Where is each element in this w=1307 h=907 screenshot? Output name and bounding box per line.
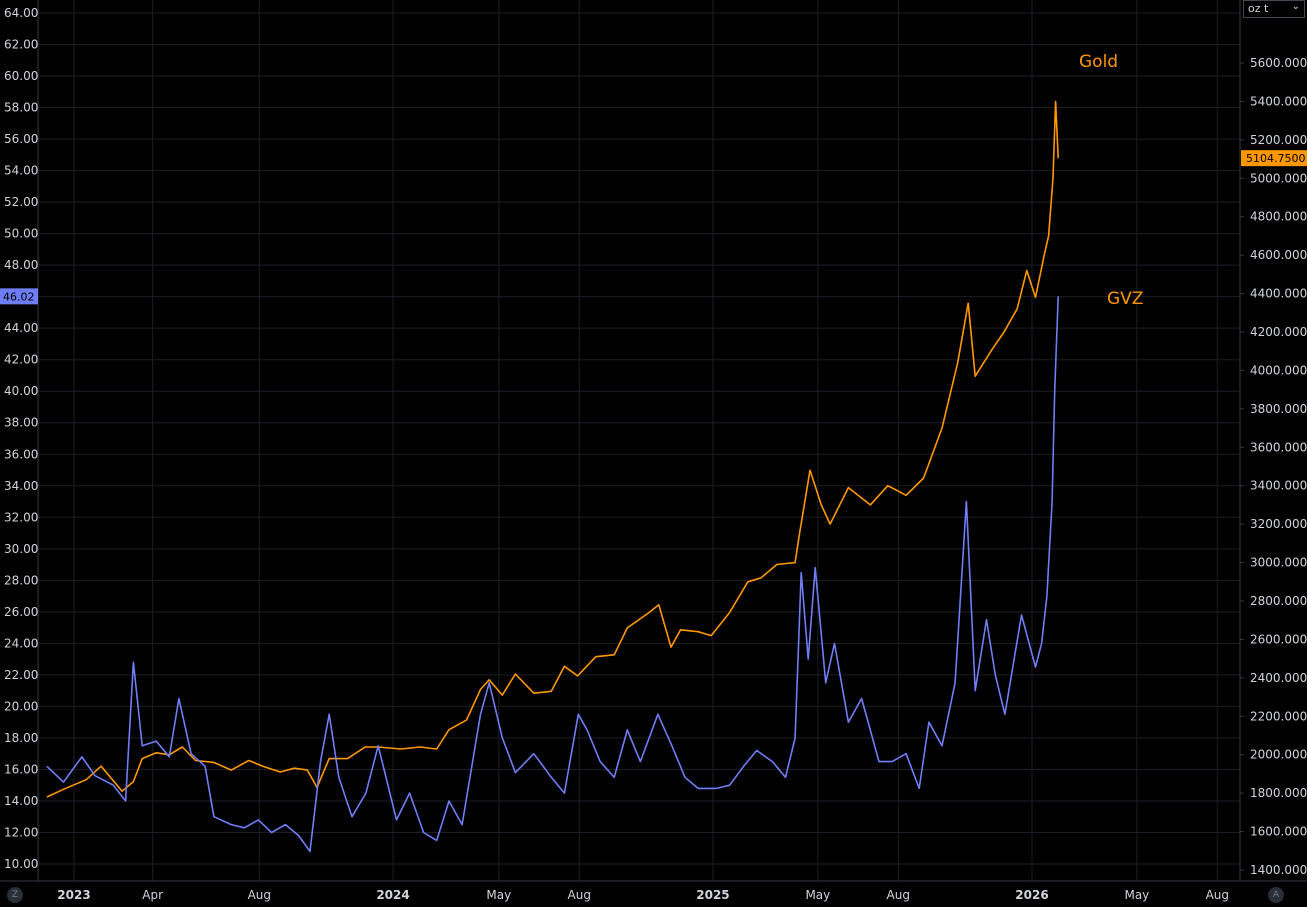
time-tick-label: 2025 — [696, 888, 729, 902]
left-tick-label: 28.00 — [4, 573, 38, 587]
left-tick-label: 16.00 — [4, 762, 38, 776]
right-tick-label: 2200.0000 — [1250, 709, 1307, 723]
chevron-down-icon: ⌄ — [1291, 1, 1300, 12]
left-tick-label: 24.00 — [4, 636, 38, 650]
time-tick-label: Aug — [248, 888, 271, 902]
left-tick-label: 34.00 — [4, 479, 38, 493]
time-tick-label: May — [486, 888, 511, 902]
time-tick-label: Aug — [887, 888, 910, 902]
left-tick-label: 60.00 — [4, 69, 38, 83]
time-tick-label: Aug — [568, 888, 591, 902]
left-tick-label: 14.00 — [4, 794, 38, 808]
right-tick-label: 3200.0000 — [1250, 517, 1307, 531]
left-tick-label: 56.00 — [4, 132, 38, 146]
left-tick-label: 64.00 — [4, 6, 38, 20]
timezone-button[interactable]: Z — [7, 887, 23, 903]
left-tick-label: 54.00 — [4, 164, 38, 178]
time-tick-label: 2023 — [57, 888, 90, 902]
time-tick-label: 2024 — [376, 888, 409, 902]
unit-selector-label: oz t — [1248, 2, 1269, 15]
right-tick-label: 5400.0000 — [1250, 94, 1307, 108]
right-tick-label: 5600.0000 — [1250, 56, 1307, 70]
right-tick-label: 4800.0000 — [1250, 210, 1307, 224]
left-tick-label: 40.00 — [4, 384, 38, 398]
time-tick-label: Apr — [142, 888, 163, 902]
left-tick-label: 20.00 — [4, 699, 38, 713]
unit-selector[interactable]: oz t ⌄ — [1243, 0, 1305, 18]
right-tick-label: 2800.0000 — [1250, 594, 1307, 608]
right-tick-label: 3600.0000 — [1250, 440, 1307, 454]
right-tick-label: 4400.0000 — [1250, 287, 1307, 301]
right-tick-label: 3400.0000 — [1250, 479, 1307, 493]
right-tick-label: 3800.0000 — [1250, 402, 1307, 416]
left-tick-label: 30.00 — [4, 542, 38, 556]
left-tick-label: 22.00 — [4, 668, 38, 682]
left-tick-label: 44.00 — [4, 321, 38, 335]
gold-series-name: Gold — [1079, 52, 1118, 72]
time-tick-label: May — [1124, 888, 1149, 902]
series-lines — [46, 100, 1059, 853]
right-tick-label: 2000.0000 — [1250, 748, 1307, 762]
left-tick-label: 12.00 — [4, 825, 38, 839]
left-tick-label: 36.00 — [4, 447, 38, 461]
right-tick-label: 1400.0000 — [1250, 863, 1307, 877]
right-tick-label: 2600.0000 — [1250, 632, 1307, 646]
gvz-last-value-badge — [0, 288, 38, 305]
auto-scale-button[interactable]: A — [1268, 887, 1284, 903]
right-tick-label: 1600.0000 — [1250, 825, 1307, 839]
right-tick-label: 2400.0000 — [1250, 671, 1307, 685]
left-tick-label: 52.00 — [4, 195, 38, 209]
left-tick-label: 10.00 — [4, 857, 38, 871]
left-tick-label: 26.00 — [4, 605, 38, 619]
right-tick-label: 5000.0000 — [1250, 171, 1307, 185]
right-tick-label: 5200.0000 — [1250, 133, 1307, 147]
gold-last-value-label: 5104.7500 — [1246, 152, 1306, 165]
series-labels: 5104.7500 Gold 46.02 GVZ — [0, 52, 1307, 309]
left-tick-label: 62.00 — [4, 38, 38, 52]
left-tick-label: 32.00 — [4, 510, 38, 524]
right-axis-ticks: 1400.0000 1600.0000 1800.0000 2000.0000 2200… — [1240, 56, 1307, 877]
right-tick-label: 4600.0000 — [1250, 248, 1307, 262]
left-tick-label: 18.00 — [4, 731, 38, 745]
left-tick-label: 42.00 — [4, 353, 38, 367]
left-tick-label: 48.00 — [4, 258, 38, 272]
gvz-last-value-label: 46.02 — [3, 290, 35, 303]
series-line-gold — [46, 100, 1059, 798]
left-tick-label: 50.00 — [4, 227, 38, 241]
series-line-gvz — [46, 296, 1059, 853]
gridlines — [38, 0, 1240, 881]
time-tick-label: May — [805, 888, 830, 902]
left-tick-label: 38.00 — [4, 416, 38, 430]
right-tick-label: 3000.0000 — [1250, 556, 1307, 570]
time-tick-label: 2026 — [1015, 888, 1048, 902]
right-tick-label: 1800.0000 — [1250, 786, 1307, 800]
right-tick-label: 4000.0000 — [1250, 363, 1307, 377]
right-tick-label: 4200.0000 — [1250, 325, 1307, 339]
time-axis-ticks: 2023 Apr Aug 2024 May Aug 2025 May Aug 2026 May Aug — [57, 888, 1229, 902]
gvz-series-name: GVZ — [1107, 289, 1143, 309]
time-tick-label: Aug — [1206, 888, 1229, 902]
gold-last-value-badge — [1241, 150, 1307, 167]
left-tick-label: 58.00 — [4, 101, 38, 115]
